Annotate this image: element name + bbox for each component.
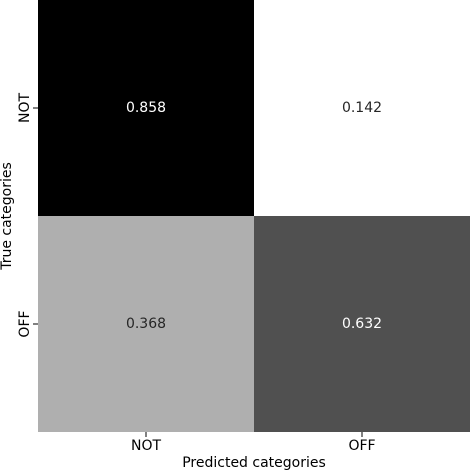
y-axis-label: True categories [0,162,15,271]
x-tick-label: OFF [348,438,375,454]
heatmap-cell [254,0,470,216]
cell-value-label: 0.858 [126,100,166,116]
cell-value-label: 0.142 [342,100,382,116]
x-axis-label: Predicted categories [182,455,326,471]
y-tick-label: NOT [17,93,33,123]
heatmap-cell [38,216,254,432]
y-tick-label: OFF [17,310,33,337]
heatmap-cell [254,216,470,432]
cell-value-label: 0.632 [342,316,382,332]
cell-value-label: 0.368 [126,316,166,332]
heatmap-cell [38,0,254,216]
x-tick-label: NOT [131,438,161,454]
